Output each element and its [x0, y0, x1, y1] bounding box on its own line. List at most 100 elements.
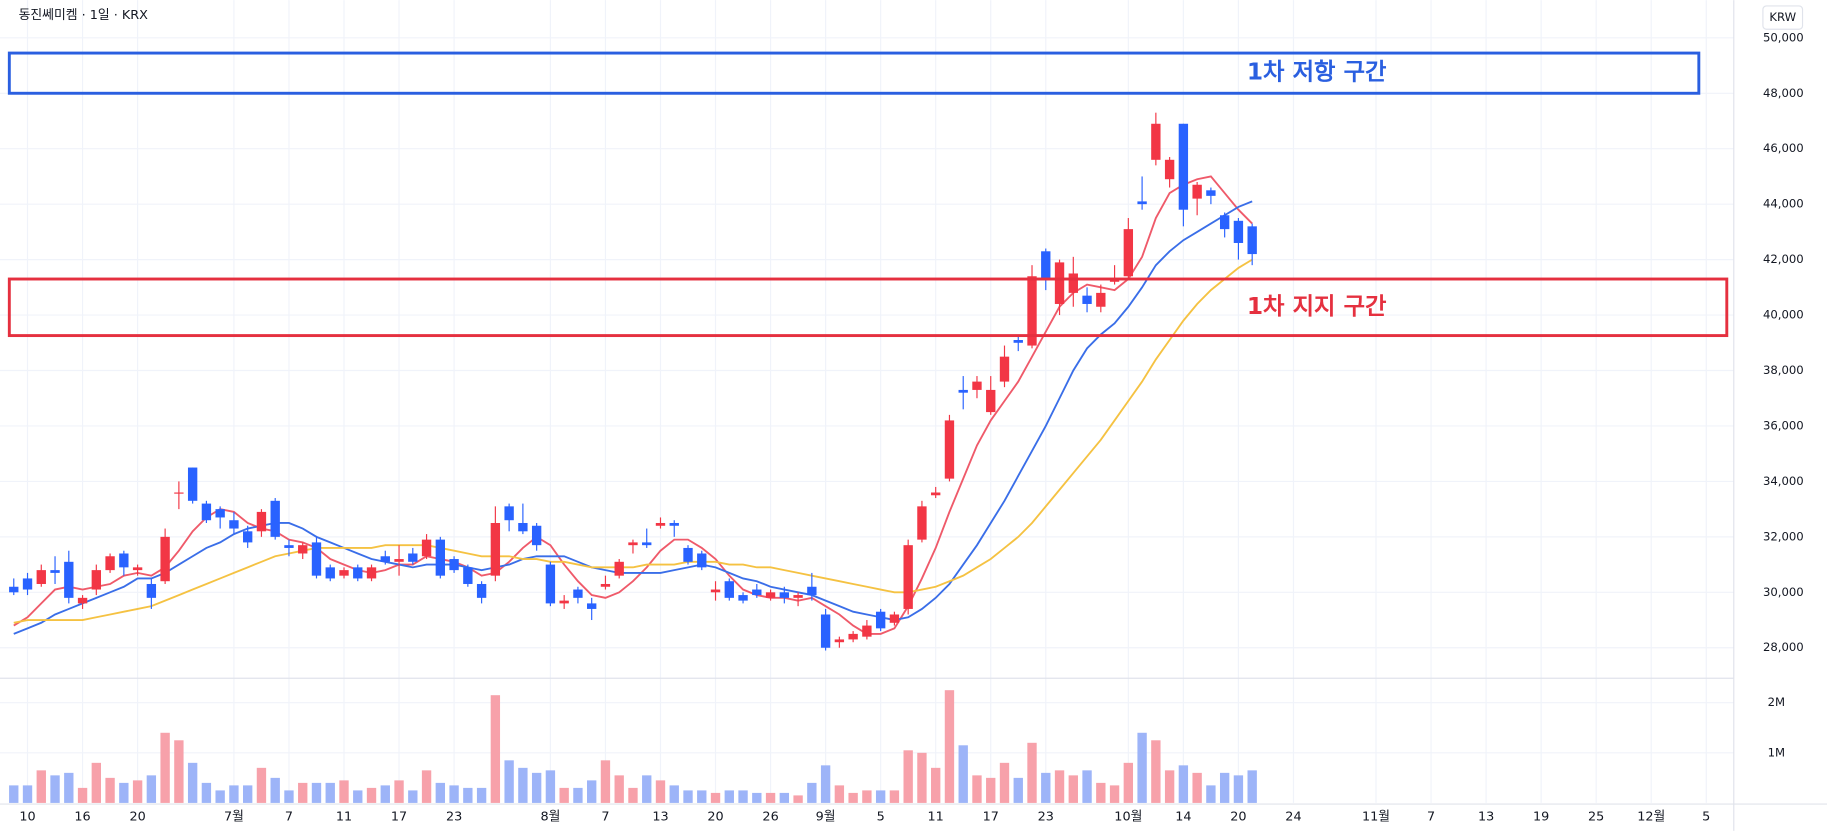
volume-bar — [160, 732, 170, 803]
candle-body — [738, 595, 748, 601]
x-tick-label: 11 — [928, 809, 944, 824]
candle-body — [1137, 201, 1147, 205]
grid — [0, 0, 1734, 803]
volume-bar — [201, 782, 212, 803]
volume-bar — [820, 765, 831, 803]
volume-bar — [1054, 770, 1065, 803]
volume-bar — [793, 795, 803, 803]
volume-bar — [1082, 770, 1092, 803]
volume-bar — [573, 787, 583, 803]
volume-bar — [683, 790, 693, 803]
candle-body — [243, 531, 253, 543]
x-tick-label: 20 — [1230, 809, 1246, 824]
zone-box — [7, 277, 1729, 338]
candle-body — [1219, 215, 1230, 230]
candle-body — [917, 506, 927, 540]
volume-bar — [587, 780, 597, 803]
candle-body — [435, 539, 446, 576]
volume-tick-label: 1M — [1768, 745, 1785, 759]
volume-bar — [64, 772, 74, 803]
volume-bar — [77, 787, 88, 803]
x-tick-label: 7 — [1427, 809, 1435, 824]
moving-average-line — [13, 200, 1253, 635]
volume-bar — [1096, 782, 1106, 803]
candle-body — [628, 542, 638, 546]
zone-label: 1차 지지 구간 — [1247, 293, 1387, 320]
volume-bar — [697, 790, 707, 803]
volume-bar — [311, 782, 322, 803]
volume-bar — [724, 790, 734, 803]
x-tick-label: 13 — [1478, 809, 1494, 824]
candle-body — [1206, 190, 1216, 196]
y-tick-label: 42,000 — [1763, 252, 1804, 266]
candle-body — [187, 467, 198, 501]
candle-body — [587, 603, 597, 609]
volume-tick-label: 2M — [1768, 695, 1785, 709]
volume-bar — [765, 792, 776, 803]
volume-bar — [119, 782, 129, 803]
x-tick-label: 11 — [336, 809, 352, 824]
y-tick-label: 46,000 — [1763, 141, 1804, 155]
candle-body — [380, 556, 390, 562]
volume-bar — [421, 770, 432, 803]
candle-body — [779, 592, 790, 598]
volume-bar — [229, 785, 239, 803]
volume-bar — [1109, 785, 1120, 803]
volume-bar — [531, 772, 542, 803]
volume-bar — [655, 780, 666, 803]
volume-bar — [449, 785, 459, 803]
candle-body — [683, 547, 693, 562]
candle-body — [1164, 159, 1175, 180]
volume-bar — [36, 770, 46, 803]
volume-bar — [1027, 742, 1037, 803]
candle-body — [215, 509, 225, 518]
volume-bar — [958, 745, 968, 803]
candle-body — [284, 545, 294, 548]
candle-body — [353, 567, 363, 579]
candle-body — [91, 570, 101, 590]
volume-bar — [270, 777, 280, 803]
y-tick-label: 36,000 — [1763, 418, 1804, 432]
x-tick-label: 9월 — [816, 809, 836, 824]
candle-body — [834, 639, 845, 643]
candle-body — [518, 522, 528, 532]
volume-bar — [504, 760, 514, 803]
candle-body — [559, 600, 569, 604]
volume-bar — [1041, 772, 1051, 803]
candle-body — [931, 492, 941, 496]
volume-bar — [394, 780, 404, 803]
volume-bar — [1137, 732, 1147, 803]
volume-bar — [1013, 777, 1023, 803]
x-tick-label: 7 — [601, 809, 609, 824]
candle-body — [1041, 251, 1051, 280]
volume-bar — [1192, 772, 1202, 803]
volume-bar — [284, 790, 294, 803]
candle-body — [765, 592, 776, 598]
candle-body — [298, 545, 308, 554]
candle-body — [463, 567, 473, 584]
volume-bar — [752, 792, 762, 803]
volume-bar — [999, 762, 1010, 803]
volume-bar — [862, 790, 872, 803]
zone-box — [7, 51, 1701, 95]
x-tick-label: 8월 — [540, 809, 560, 824]
volume-bar — [669, 785, 679, 803]
axes: 10 16 20 7월 7 11 17 23 8월 7 13 20 26 9월 5 11 17 23 10월 14 20… — [19, 30, 1803, 824]
y-tick-label: 40,000 — [1763, 308, 1804, 322]
candle-body — [394, 559, 404, 562]
candle-body — [366, 567, 377, 579]
candle-body — [642, 542, 652, 546]
x-tick-label: 26 — [762, 809, 778, 824]
volume-bar — [1206, 785, 1216, 803]
candle-body — [793, 595, 803, 598]
candle-body — [50, 570, 60, 573]
volume-bar — [875, 790, 886, 803]
x-tick-label: 20 — [129, 809, 145, 824]
volume-bar — [710, 792, 721, 803]
volume-bar — [243, 785, 253, 803]
candle-body — [449, 559, 459, 571]
currency-box — [1762, 5, 1804, 30]
